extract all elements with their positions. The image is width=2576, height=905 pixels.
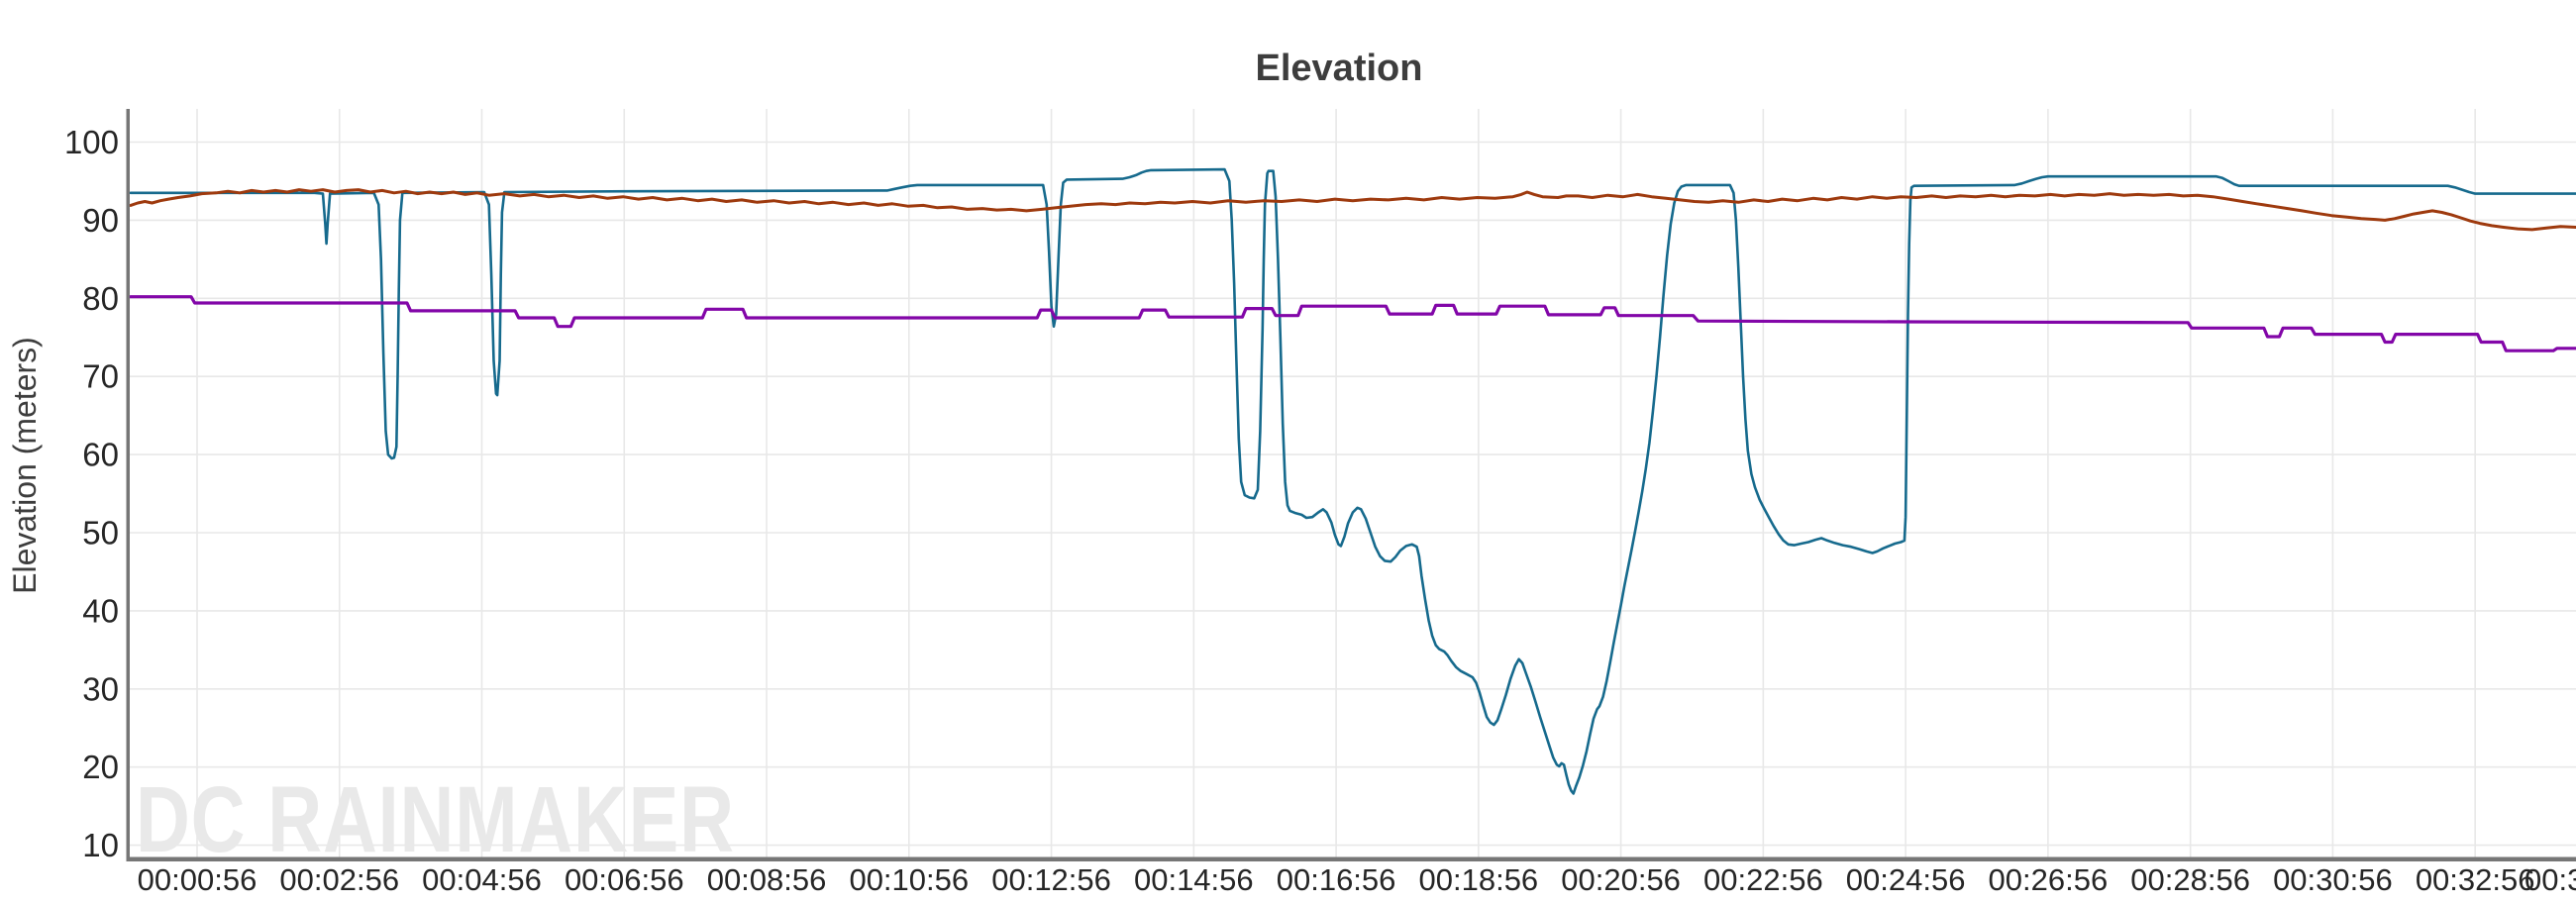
x-axis-tick-label: 00:06:56 <box>565 862 684 897</box>
x-axis-tick-label: 00:26:56 <box>1989 862 2109 897</box>
y-axis-tick-label: 30 <box>82 670 119 707</box>
axis-tick-labels: 00:00:56 00:02:56 00:04:56 00:06:56 00:08:56… <box>64 124 2535 897</box>
y-axis-tick-label: 20 <box>82 749 119 785</box>
y-axis-line <box>126 109 130 859</box>
y-axis-tick-label: 70 <box>82 358 119 395</box>
y-axis-tick-label: 90 <box>82 202 119 239</box>
page-title: Elevation <box>1256 48 1423 89</box>
x-axis-tick-label: 00:10:56 <box>849 862 969 897</box>
x-axis-tick-label: 00:04:56 <box>422 862 542 897</box>
y-axis-tick-label: 40 <box>82 592 119 629</box>
y-axis-tick-label: 80 <box>82 280 119 317</box>
x-axis-tick-label: 00:32:56 <box>2416 862 2535 897</box>
y-axis-tick-label: 10 <box>82 827 119 863</box>
series-lines <box>129 167 2576 795</box>
x-axis-tick-label: 00:24:56 <box>1846 862 1966 897</box>
y-axis-tick-label: 100 <box>64 124 119 160</box>
y-axis-tick-label: 50 <box>82 515 119 552</box>
x-axis-tick-label: 00:20:56 <box>1561 862 1681 897</box>
watermark: DC RAINMAKER <box>136 767 735 872</box>
gridlines <box>128 109 2576 857</box>
x-axis-tick-label: 00:12:56 <box>991 862 1111 897</box>
x-axis-clipped-tick-label: 00:3 <box>2524 862 2576 897</box>
x-axis-tick-label: 00:00:56 <box>138 862 258 897</box>
x-axis-tick-label: 00:30:56 <box>2273 862 2393 897</box>
x-axis-tick-label: 00:14:56 <box>1134 862 1254 897</box>
x-axis-tick-label: 00:28:56 <box>2130 862 2250 897</box>
x-axis-tick-label: 00:08:56 <box>707 862 827 897</box>
series-line-elevation-dark-red <box>129 188 2576 232</box>
x-axis-line <box>126 856 2576 861</box>
y-axis-tick-label: 60 <box>82 437 119 473</box>
series-line-elevation-teal <box>129 167 2576 795</box>
x-axis-tick-label: 00:22:56 <box>1703 862 1823 897</box>
series-line-elevation-purple <box>129 295 2576 352</box>
x-axis-tick-label: 00:18:56 <box>1419 862 1539 897</box>
x-axis-tick-label: 00:16:56 <box>1277 862 1396 897</box>
y-axis-title: Elevation (meters) <box>7 337 43 594</box>
x-axis-tick-label: 00:02:56 <box>279 862 399 897</box>
